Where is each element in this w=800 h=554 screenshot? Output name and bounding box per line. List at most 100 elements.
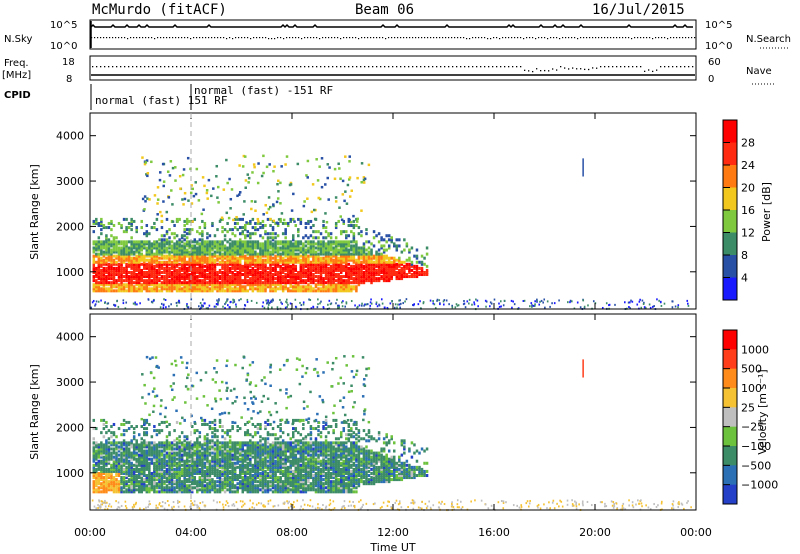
power-cell — [198, 256, 202, 260]
power-cell — [327, 289, 330, 293]
power-cell — [170, 273, 174, 277]
power-cell — [276, 258, 280, 262]
power-cell — [347, 273, 351, 277]
power-cell — [148, 283, 151, 287]
velocity-cell — [97, 463, 101, 467]
power-cell — [185, 248, 189, 252]
velocity-cell — [188, 478, 191, 482]
power-cell — [286, 256, 290, 260]
power-cell — [171, 203, 174, 206]
power-cell — [223, 283, 227, 287]
velocity-cell — [102, 459, 106, 463]
velocity-cell — [92, 476, 96, 480]
velocity-cell — [130, 441, 133, 445]
velocity-cell — [122, 453, 126, 457]
power-cell — [337, 250, 340, 254]
power-cell — [115, 256, 118, 260]
power-cell — [143, 287, 146, 291]
power-cell — [403, 266, 406, 270]
velocity-cell — [102, 469, 106, 473]
power-cell — [139, 302, 141, 305]
nsearch-point — [475, 37, 477, 39]
power-cell — [297, 244, 300, 248]
velocity-cell — [100, 469, 103, 473]
power-cell — [165, 270, 169, 274]
power-cell — [254, 264, 257, 268]
velocity-cell — [178, 474, 181, 478]
power-cell — [320, 157, 324, 160]
power-cell — [193, 289, 197, 293]
power-cell — [415, 270, 419, 274]
power-cell — [173, 283, 176, 287]
power-cell — [375, 256, 378, 260]
velocity-cell — [168, 467, 171, 471]
velocity-cell — [196, 443, 199, 447]
power-cell — [403, 264, 406, 268]
power-cell — [289, 277, 292, 281]
power-cell — [228, 270, 232, 274]
power-cell — [226, 264, 229, 268]
power-cell — [281, 302, 283, 305]
power-cell — [299, 270, 303, 274]
power-cell — [405, 273, 409, 277]
power-cell — [269, 273, 272, 277]
velocity-cell — [115, 463, 118, 467]
velocity-cell — [140, 476, 143, 480]
power-cell — [391, 300, 393, 303]
power-cell — [242, 154, 246, 158]
velocity-cell — [143, 445, 146, 449]
power-cell — [130, 217, 133, 221]
velocity-cell — [145, 418, 149, 422]
power-cell — [395, 244, 399, 248]
power-cell — [329, 248, 333, 252]
power-cell — [183, 268, 186, 272]
velocity-cell — [140, 478, 143, 482]
power-cell — [408, 275, 411, 279]
power-cell — [339, 262, 343, 266]
power-cell — [97, 281, 101, 285]
power-cell — [266, 270, 270, 274]
power-cell — [175, 279, 179, 283]
power-cell — [261, 242, 265, 246]
power-cell — [143, 264, 146, 268]
velocity-cell — [198, 476, 202, 480]
power-cell — [284, 246, 287, 250]
power-cell — [160, 256, 164, 260]
nsearch-point — [505, 37, 507, 39]
power-cell — [191, 258, 194, 262]
power-cell — [297, 258, 300, 262]
velocity-cell — [130, 461, 133, 465]
power-cell — [216, 248, 219, 252]
power-cell — [627, 301, 630, 304]
power-cell — [135, 254, 138, 258]
velocity-cell — [92, 445, 96, 449]
nave-point — [152, 66, 154, 68]
power-cell — [188, 228, 191, 232]
velocity-cell — [125, 480, 128, 484]
power-cell — [170, 254, 174, 258]
power-cell — [352, 273, 356, 277]
power-cell — [387, 279, 391, 283]
power-cell — [476, 299, 479, 302]
power-cell — [180, 236, 184, 240]
velocity-cell — [95, 427, 98, 431]
power-cell — [334, 221, 338, 225]
power-cell — [156, 202, 159, 205]
power-cell — [251, 242, 255, 246]
nsearch-point — [589, 37, 591, 39]
power-cell — [170, 279, 174, 283]
power-cell — [398, 244, 401, 248]
power-cell — [286, 298, 288, 301]
power-cell — [140, 287, 143, 291]
velocity-cell — [110, 441, 113, 445]
power-cell — [223, 262, 227, 266]
power-cell — [244, 262, 247, 266]
nsearch-point — [175, 37, 177, 39]
power-cell — [420, 273, 424, 277]
power-cell — [266, 285, 270, 289]
power-cell — [319, 250, 323, 254]
power-cell — [140, 277, 143, 281]
velocity-cell — [173, 476, 176, 480]
nave-point — [500, 66, 502, 68]
power-cell — [92, 240, 96, 244]
